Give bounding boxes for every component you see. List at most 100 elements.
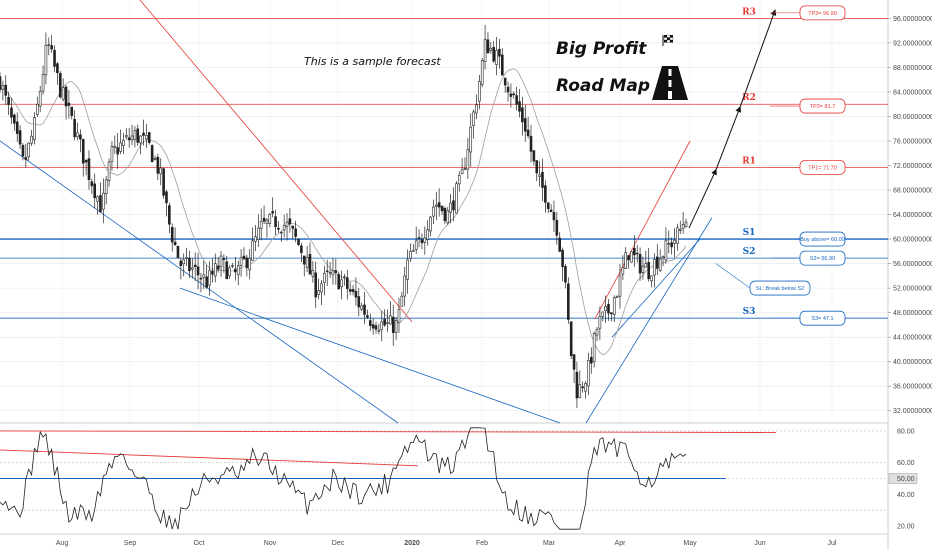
price-tick-label: 56.00000000 [893, 261, 932, 268]
candle-body [41, 74, 45, 92]
callout-6: S3= 47.1 [770, 310, 846, 326]
candle-body [535, 160, 539, 174]
candle-body [124, 134, 128, 138]
candle-body [277, 227, 280, 230]
candle-body [156, 156, 160, 174]
candle-body [391, 316, 395, 333]
price-axis-labels: 96.00000000 92.00000000 88.00000000 84.0000… [888, 16, 932, 415]
candle-body [113, 145, 117, 148]
candle-body [667, 243, 671, 245]
candle-body [460, 169, 464, 175]
candle-body [53, 49, 56, 67]
candle-body [368, 320, 372, 326]
forecast-arrow [739, 9, 777, 108]
candle-body [538, 174, 541, 177]
candle-body [251, 240, 254, 261]
candle-body [182, 259, 185, 265]
oscillator-tick-label: 20.00 [897, 524, 915, 531]
candle-body [30, 135, 33, 144]
candle-body [196, 266, 200, 276]
candle-body [446, 210, 450, 224]
road-icon [652, 66, 688, 100]
callout-label: TP1= 71.70 [808, 165, 837, 171]
oscillator-tick-label: 40.00 [897, 492, 915, 499]
candle-body [265, 219, 269, 225]
candle-body [589, 357, 593, 364]
candle-body [449, 202, 452, 213]
candle-body [529, 135, 533, 152]
price-tick-label: 72.00000000 [893, 163, 932, 170]
candle-body [27, 142, 31, 158]
candle-body [294, 228, 297, 237]
candle-body [635, 252, 639, 255]
candle-body [33, 117, 36, 140]
price-tick-label: 76.00000000 [893, 139, 932, 146]
callout-label: Buy above= 60.00 [800, 237, 845, 243]
candle-body [245, 257, 249, 269]
trend-line-up-red [594, 140, 691, 319]
candle-body [678, 229, 682, 231]
trend-line-up-blue [585, 217, 713, 424]
candle-body [268, 213, 272, 224]
candle-body [257, 227, 260, 240]
candle-body [58, 73, 62, 98]
candle-body [526, 129, 530, 137]
candle-body [36, 104, 39, 115]
candle-body [213, 263, 217, 277]
candle-body [119, 142, 122, 152]
candle-body [285, 221, 289, 227]
callout-leader [715, 263, 751, 289]
candle-body [437, 202, 441, 208]
candle-body [489, 48, 493, 51]
candle-body [254, 236, 257, 242]
callout-4: S2= 56.90 [770, 250, 846, 266]
candle-body [555, 219, 559, 236]
candle-body [655, 256, 659, 269]
time-tick-label: Oct [194, 540, 205, 547]
trend-channel-blue [611, 238, 701, 338]
candle-body [595, 328, 599, 336]
candle-body [604, 306, 607, 311]
candlestick-series [0, 24, 688, 408]
candle-body [7, 97, 10, 105]
price-tick-label: 96.00000000 [893, 16, 932, 23]
candle-body [501, 54, 504, 76]
callout-0: TP3= 96.90 [770, 5, 846, 21]
time-tick-label: Mar [543, 540, 556, 547]
candle-body [145, 135, 148, 140]
candle-body [403, 275, 407, 297]
candle-body [440, 205, 444, 212]
candle-body [612, 297, 616, 315]
candle-body [558, 237, 562, 252]
candle-body [0, 76, 2, 90]
candle-body [512, 93, 516, 96]
candle-body [4, 84, 8, 96]
callout-label: S3= 47.1 [811, 316, 833, 322]
oscillator-top-red [0, 430, 777, 433]
candle-body [469, 126, 473, 153]
candle-body [331, 270, 335, 276]
time-tick-label: 2020 [404, 540, 420, 547]
candle-body [262, 217, 266, 222]
candle-body [397, 309, 401, 324]
candle-body [130, 135, 134, 141]
callout-box [799, 231, 846, 247]
candle-body [168, 205, 171, 225]
candle-body [231, 265, 234, 267]
candle-body [305, 256, 309, 268]
candle-body [165, 191, 168, 204]
candle-body [314, 272, 318, 298]
candle-body [211, 270, 214, 275]
candle-body [587, 360, 590, 387]
time-tick-label: Dec [332, 540, 345, 547]
price-tick-label: 36.00000000 [893, 384, 932, 391]
callout-label: TP2= 81.7 [810, 104, 836, 110]
candle-body [90, 181, 94, 187]
candle-body [351, 289, 355, 292]
candle-body [67, 102, 71, 106]
candle-body [434, 204, 438, 207]
candle-body [79, 134, 82, 140]
candle-body [38, 90, 42, 107]
candle-body [515, 95, 518, 105]
trend-lines [0, 0, 713, 424]
